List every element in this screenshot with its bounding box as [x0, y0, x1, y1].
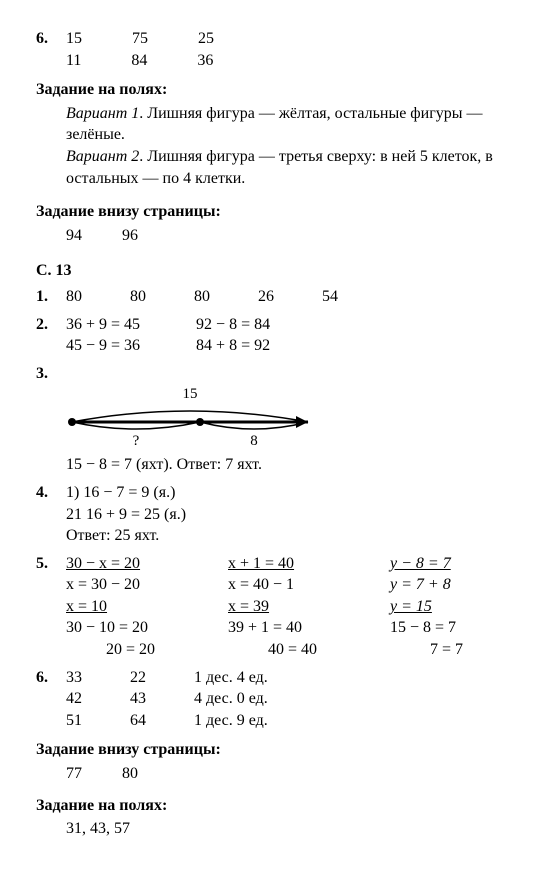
line: 1) 16 − 7 = 9 (я.) [66, 482, 175, 504]
val: 1 дес. 9 ед. [194, 710, 268, 732]
task-4: 4. 1) 16 − 7 = 9 (я.) 21 16 + 9 = 25 (я.… [36, 482, 510, 547]
variant1-label: Вариант 1 [66, 105, 139, 122]
eq: x = 30 − 20 [66, 574, 184, 596]
task-number: 4. [36, 482, 66, 504]
task-number: 1. [36, 286, 66, 308]
val: 94 [66, 225, 122, 247]
val: 4 дес. 0 ед. [194, 688, 268, 710]
task-6-bottom: 6. 33 22 1 дес. 4 ед. 42 43 4 дес. 0 ед.… [36, 667, 510, 732]
val: 25 [198, 28, 264, 50]
val: 77 [66, 763, 122, 785]
val: 22 [130, 667, 194, 689]
variant2: Вариант 2. Лишняя фигура — третья сверху… [66, 146, 510, 189]
answer: 15 − 8 = 7 (яхт). Ответ: 7 яхт. [66, 454, 510, 476]
eq: 84 + 8 = 92 [196, 335, 270, 357]
fields-heading: Задание на полях: [36, 79, 510, 101]
val: 64 [130, 710, 194, 732]
task-number: 3. [36, 363, 66, 385]
eq: 36 + 9 = 45 [66, 314, 140, 336]
val: 1 дес. 4 ед. [194, 667, 268, 689]
val: 80 [122, 763, 138, 785]
task-number: 2. [36, 314, 66, 357]
eq: y = 7 + 8 [390, 574, 490, 596]
eq: 45 − 9 = 36 [66, 335, 140, 357]
val: 51 [66, 710, 130, 732]
variant2-label: Вариант 2 [66, 148, 139, 165]
val: 26 [258, 286, 322, 308]
fields2-heading: Задание на полях: [36, 795, 510, 817]
eq: 39 + 1 = 40 [228, 617, 346, 639]
diagram-top-label: 15 [183, 388, 198, 402]
val: 36 [197, 50, 263, 72]
eq: 30 − x = 20 [66, 553, 184, 575]
val: 80 [66, 286, 130, 308]
eq: y = 15 [390, 596, 450, 618]
val: 33 [66, 667, 130, 689]
val: 15 [66, 28, 132, 50]
bottom-heading: Задание внизу страницы: [36, 201, 510, 223]
eq: x = 10 [66, 596, 138, 618]
task-5: 5. 30 − x = 20 x = 30 − 20 x = 10 30 − 1… [36, 553, 510, 661]
eq: y − 8 = 7 [390, 553, 490, 575]
val: 11 [66, 50, 131, 72]
eq: 92 − 8 = 84 [196, 314, 270, 336]
task-number: 6. [36, 667, 66, 689]
eq: 30 − 10 = 20 [66, 617, 184, 639]
task-1: 1. 80 80 80 26 54 [36, 286, 510, 308]
line: Ответ: 25 яхт. [66, 525, 510, 547]
val: 84 [131, 50, 197, 72]
eq: 20 = 20 [66, 639, 184, 661]
eq: x = 40 − 1 [228, 574, 346, 596]
val: 42 [66, 688, 130, 710]
fields2-vals: 31, 43, 57 [66, 818, 510, 840]
eq: 15 − 8 = 7 [390, 617, 490, 639]
eq: x = 39 [228, 596, 300, 618]
task-number: 6. [36, 28, 66, 50]
task-2: 2. 36 + 9 = 45 45 − 9 = 36 92 − 8 = 84 8… [36, 314, 510, 357]
eq: 40 = 40 [228, 639, 346, 661]
diagram-bottom-right: 8 [250, 433, 258, 449]
val: 80 [194, 286, 258, 308]
page-label: С. 13 [36, 260, 510, 282]
bottom2-heading: Задание внизу страницы: [36, 739, 510, 761]
task-number: 5. [36, 553, 66, 661]
diagram-bottom-left: ? [133, 433, 140, 449]
eq: 7 = 7 [390, 639, 490, 661]
task-6-top: 6. 15 75 25 11 84 36 [36, 28, 510, 71]
val: 96 [122, 225, 138, 247]
variant1: Вариант 1. Лишняя фигура — жёлтая, остал… [66, 103, 510, 146]
val: 54 [322, 286, 338, 308]
task-3: 3. 15 ? 8 15 − 8 = 7 (яхт). Ответ: 7 яхт… [36, 363, 510, 476]
val: 75 [132, 28, 198, 50]
val: 43 [130, 688, 194, 710]
line: 21 16 + 9 = 25 (я.) [66, 504, 510, 526]
eq: x + 1 = 40 [228, 553, 346, 575]
val: 80 [130, 286, 194, 308]
diagram: 15 ? 8 [66, 388, 510, 452]
